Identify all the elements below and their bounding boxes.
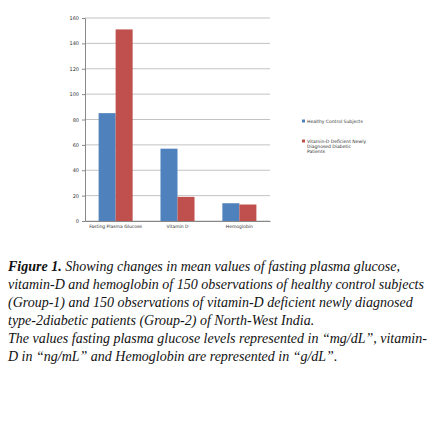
bar — [222, 203, 239, 221]
grid-line — [85, 94, 270, 95]
caption-note: The values fasting plasma glucose levels… — [8, 331, 427, 364]
x-axis-line — [86, 221, 271, 222]
x-tick-label: Vitamin D — [166, 224, 189, 229]
legend-swatch — [302, 120, 305, 123]
x-tick: Hemoglobin — [226, 221, 253, 229]
legend-swatch — [302, 140, 305, 143]
x-tick-label: Hemoglobin — [226, 224, 253, 229]
space — [62, 259, 66, 274]
caption: Figure 1. Showing changes in mean values… — [8, 258, 430, 366]
caption-label: Figure 1. — [8, 259, 62, 274]
x-axis: Fasting Plasma Glucose Vitamin D Hemoglobi… — [86, 221, 271, 229]
y-tick: 160 — [69, 15, 85, 21]
y-tick-mark — [82, 94, 85, 95]
bar — [99, 113, 116, 221]
y-tick: 100 — [69, 91, 85, 97]
y-tick: 60 — [73, 142, 85, 148]
bar — [160, 149, 177, 221]
caption-paragraph: Figure 1. Showing changes in mean values… — [8, 258, 430, 330]
y-tick-label: 120 — [69, 66, 79, 72]
y-tick: 140 — [69, 40, 85, 46]
y-tick-label: 0 — [76, 218, 79, 224]
y-tick: 120 — [69, 66, 85, 72]
y-tick-mark — [82, 43, 85, 44]
x-tick-label: Fasting Plasma Glucose — [89, 224, 142, 229]
y-tick-mark — [82, 145, 85, 146]
x-tick: Vitamin D — [166, 221, 189, 229]
y-tick: 20 — [73, 193, 85, 199]
grid-line — [85, 18, 270, 19]
y-tick-label: 100 — [69, 91, 79, 97]
y-tick-label: 40 — [73, 167, 79, 173]
y-tick: 0 — [76, 218, 85, 224]
caption-text: Showing changes in mean values of fastin… — [8, 259, 424, 328]
x-tick: Fasting Plasma Glucose — [89, 221, 142, 229]
bars — [99, 29, 257, 221]
y-axis-line — [82, 19, 86, 222]
y-tick: 40 — [73, 167, 85, 173]
grid-line — [85, 68, 270, 69]
y-tick-label: 140 — [69, 40, 79, 46]
legend-label: Healthy Control Subjects — [307, 119, 363, 124]
y-tick-mark — [82, 18, 85, 19]
y-axis: 0 20 40 60 80 100 120 140 160 — [69, 15, 85, 224]
y-tick-label: 60 — [73, 142, 79, 148]
bar — [239, 205, 256, 221]
legend-label: Vitamin-D Deficient NewlyDiagnosed Diabe… — [307, 139, 366, 154]
y-tick-label: 20 — [73, 193, 79, 199]
y-tick-mark — [82, 69, 85, 70]
legend: Healthy Control Subjects Vitamin-D Defici… — [302, 119, 366, 154]
y-tick-label: 80 — [73, 117, 79, 123]
y-tick-mark — [82, 170, 85, 171]
bar — [178, 197, 195, 221]
y-tick: 80 — [73, 117, 85, 123]
y-tick-mark — [82, 196, 85, 197]
chart: 0 20 40 60 80 100 120 140 160 Fasting Plasma Gluc… — [0, 0, 436, 250]
y-tick-label: 160 — [69, 15, 79, 21]
grid — [85, 18, 270, 221]
grid-line — [85, 43, 270, 44]
y-tick-mark — [82, 221, 85, 222]
bar — [116, 29, 133, 221]
y-tick-mark — [82, 120, 85, 121]
